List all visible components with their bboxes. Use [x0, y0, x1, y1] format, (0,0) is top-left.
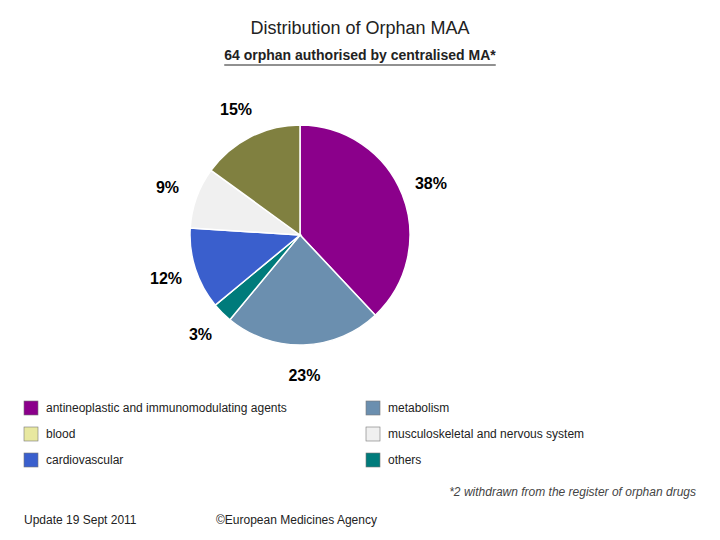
data-label: 15% [220, 101, 252, 118]
data-label: 38% [415, 175, 447, 192]
subtitle: 64 orphan authorised by centralised MA* [224, 47, 496, 63]
pie-slice [211, 125, 300, 235]
data-label: 12% [150, 270, 182, 287]
legend-swatch [24, 427, 38, 441]
data-label: 3% [189, 326, 212, 343]
legend: antineoplastic and immunomodulating agen… [24, 401, 584, 467]
data-label: 23% [288, 367, 320, 384]
pie-slice [190, 228, 300, 305]
footer-right: ©European Medicines Agency [216, 513, 377, 527]
legend-label: musculoskeletal and nervous system [388, 427, 584, 441]
legend-label: cardiovascular [46, 453, 123, 467]
data-label: 9% [156, 179, 179, 196]
pie [190, 125, 410, 345]
legend-swatch [366, 453, 380, 467]
legend-swatch [366, 427, 380, 441]
background [0, 0, 720, 540]
chart: Distribution of Orphan MAA 64 orphan auth… [0, 0, 720, 540]
legend-swatch [24, 453, 38, 467]
footnote: *2 withdrawn from the register of orphan… [449, 485, 696, 499]
legend-label: others [388, 453, 421, 467]
legend-label: blood [46, 427, 75, 441]
footer-left: Update 19 Sept 2011 [24, 513, 137, 527]
legend-swatch [24, 401, 38, 415]
legend-swatch [366, 401, 380, 415]
legend-label: metabolism [388, 401, 449, 415]
title: Distribution of Orphan MAA [250, 18, 469, 38]
subtitle-underline [224, 65, 496, 66]
data-labels: 38% 23% 3% 12% 9% 15% [150, 101, 447, 384]
legend-label: antineoplastic and immunomodulating agen… [46, 401, 287, 415]
